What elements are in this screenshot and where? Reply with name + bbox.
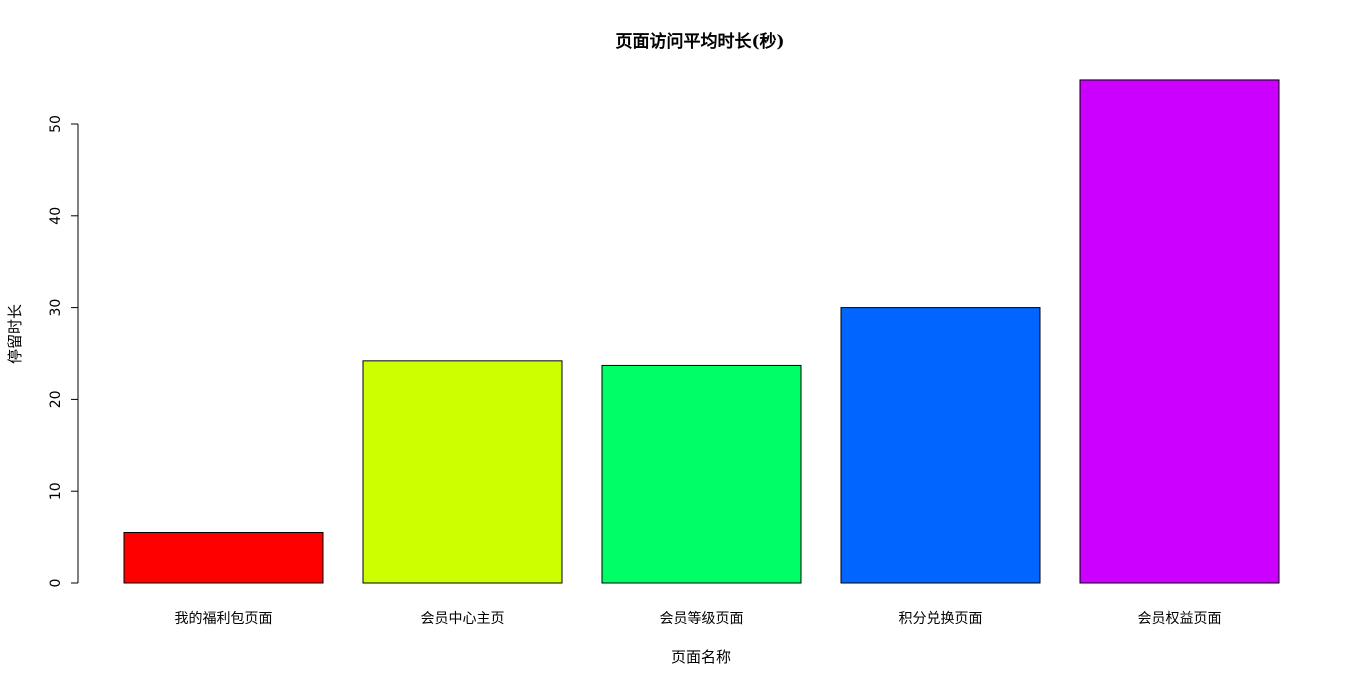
bars-group (124, 80, 1279, 583)
bar (124, 533, 323, 583)
x-tick-label: 会员中心主页 (421, 611, 505, 627)
chart-title: 页面访问平均时长(秒) (615, 31, 784, 52)
bar (363, 361, 562, 583)
y-tick-label: 40 (48, 207, 64, 225)
y-tick-label: 50 (48, 115, 64, 133)
y-axis-label: 停留时长 (6, 304, 24, 364)
y-axis-ticks: 0 10 20 30 40 50 (48, 115, 78, 587)
x-tick-label: 会员权益页面 (1138, 611, 1222, 627)
y-tick-label: 30 (48, 299, 64, 317)
x-tick-label: 会员等级页面 (660, 610, 744, 627)
x-axis-label: 页面名称 (671, 648, 731, 666)
x-tick-label: 积分兑换页面 (899, 610, 983, 627)
y-tick-label: 0 (48, 579, 64, 588)
x-tick-label: 我的福利包页面 (175, 611, 273, 627)
y-tick-label: 10 (48, 482, 64, 500)
bar (1080, 80, 1279, 583)
x-axis-tick-labels: 我的福利包页面 会员中心主页 会员等级页面 积分兑换页面 会员权益页面 (175, 610, 1222, 627)
bar (841, 308, 1040, 583)
y-tick-label: 20 (48, 390, 64, 408)
bar (602, 365, 801, 583)
